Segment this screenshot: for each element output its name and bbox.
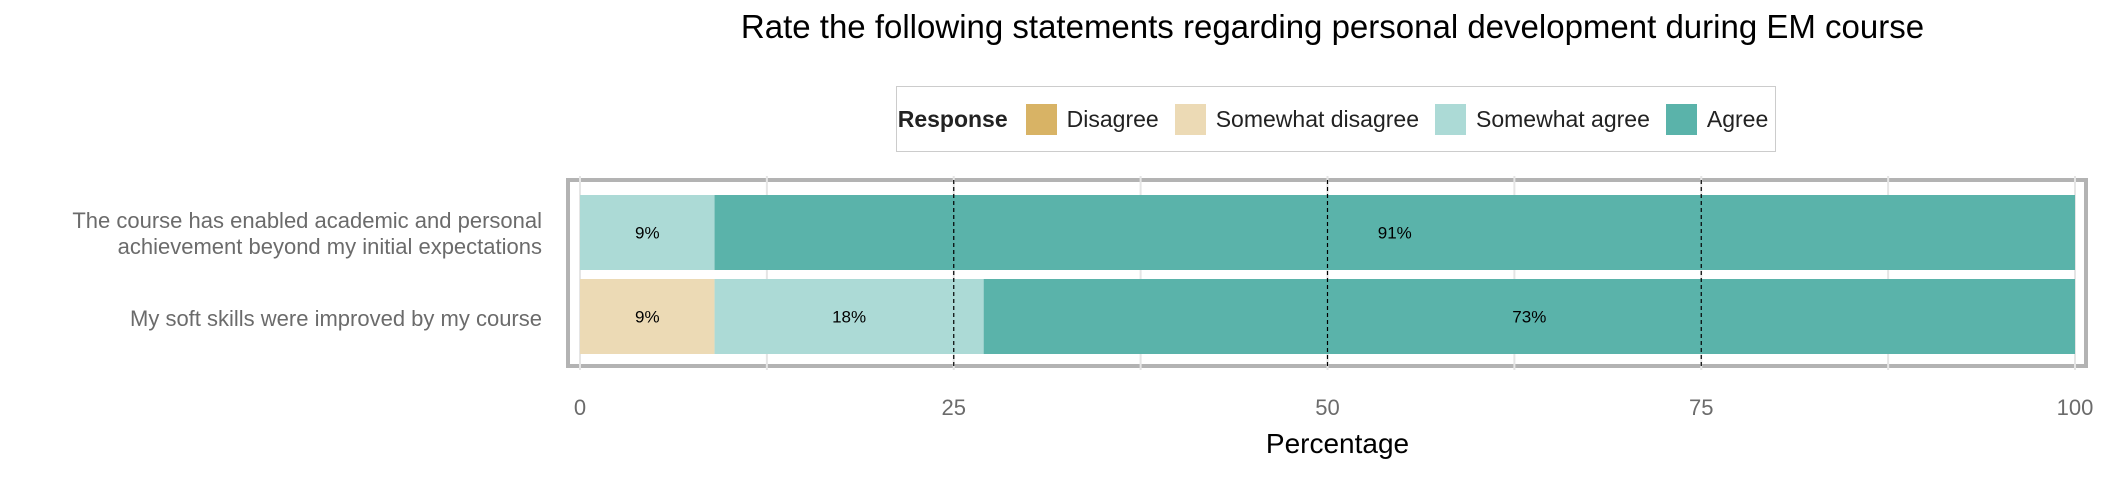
legend-label-somewhat-agree: Somewhat agree — [1476, 105, 1650, 132]
data-label-row2-agree: 73% — [1512, 308, 1546, 327]
bar-row1-agree — [714, 195, 2075, 270]
x-tick-label-25: 25 — [942, 395, 966, 420]
legend-item-agree: Agree — [1665, 103, 1769, 135]
data-label-row1-agree: 91% — [1378, 224, 1412, 243]
legend-label-somewhat-disagree: Somewhat disagree — [1215, 105, 1419, 132]
data-label-row2-somewhat-agree: 18% — [832, 308, 866, 327]
legend-label-agree: Agree — [1706, 105, 1769, 132]
y-category-label-1-line-1: The course has enabled academic and pers… — [72, 208, 542, 233]
bar-row2-agree — [983, 279, 2075, 354]
legend-swatch-somewhat-disagree — [1174, 103, 1206, 135]
chart-title: Rate the following statements regarding … — [740, 8, 1925, 45]
x-tick-label-75: 75 — [1689, 395, 1713, 420]
legend-item-somewhat-disagree: Somewhat disagree — [1174, 103, 1419, 135]
legend-label-disagree: Disagree — [1066, 105, 1159, 132]
legend-title: Response — [897, 105, 1008, 132]
bar-row1-somewhat-agree — [580, 195, 715, 270]
x-tick-label-0: 0 — [574, 395, 586, 420]
y-category-label-2-line-1: My soft skills were improved by my cours… — [130, 306, 542, 331]
legend-swatch-agree — [1665, 103, 1697, 135]
y-category-label-1-line-2: achievement beyond my initial expectatio… — [117, 234, 542, 259]
data-label-row2-somewhat-disagree: 9% — [635, 308, 660, 327]
y-category-label-2: My soft skills were improved by my cours… — [130, 306, 542, 332]
legend: Response Disagree Somewhat disagree Some… — [896, 86, 1776, 152]
bar-row2-somewhat-agree — [714, 279, 984, 354]
legend-item-disagree: Disagree — [1025, 103, 1159, 135]
y-category-label-1: The course has enabled academic and pers… — [72, 208, 542, 260]
x-tick-label-50: 50 — [1315, 395, 1339, 420]
legend-swatch-somewhat-agree — [1435, 103, 1466, 135]
data-label-row1-somewhat-agree: 9% — [635, 224, 660, 243]
legend-item-somewhat-agree: Somewhat agree — [1435, 103, 1650, 135]
x-axis-title: Percentage — [1265, 428, 1410, 459]
legend-swatch-disagree — [1025, 103, 1057, 135]
bar-row2-somewhat-disagree — [580, 279, 715, 354]
x-tick-label-100: 100 — [2057, 395, 2094, 420]
